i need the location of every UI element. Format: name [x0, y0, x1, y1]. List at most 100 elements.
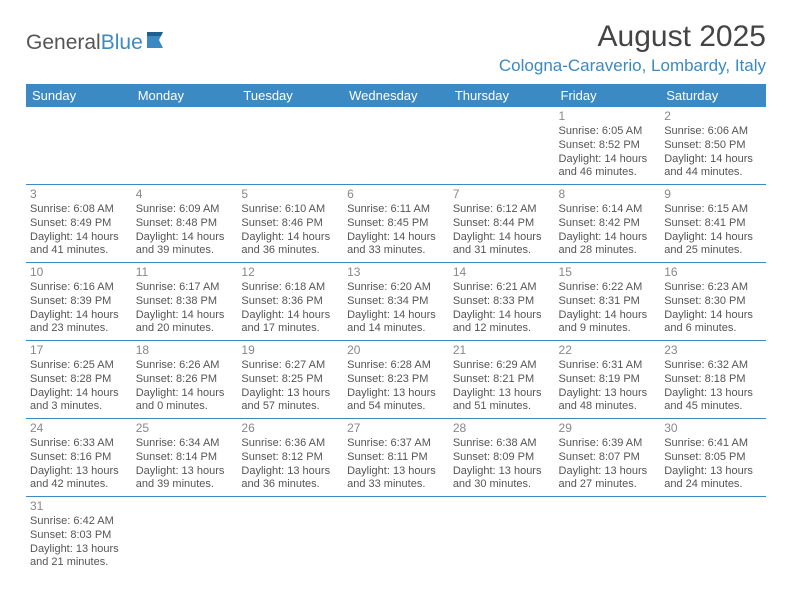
sunset-text: Sunset: 8:31 PM — [559, 295, 657, 309]
day-cell: 6Sunrise: 6:11 AMSunset: 8:45 PMDaylight… — [343, 185, 449, 263]
day-cell: 25Sunrise: 6:34 AMSunset: 8:14 PMDayligh… — [132, 419, 238, 497]
daylight-text: Daylight: 13 hours and 57 minutes. — [241, 387, 339, 415]
sunset-text: Sunset: 8:46 PM — [241, 217, 339, 231]
sunset-text: Sunset: 8:12 PM — [241, 451, 339, 465]
sunrise-text: Sunrise: 6:42 AM — [30, 515, 128, 529]
day-number: 28 — [453, 421, 551, 436]
calendar-row: 3Sunrise: 6:08 AMSunset: 8:49 PM Daylight… — [26, 185, 766, 263]
day-cell: 21Sunrise: 6:29 AMSunset: 8:21 PMDayligh… — [449, 341, 555, 419]
sunrise-text: Sunrise: 6:23 AM — [664, 281, 762, 295]
sunrise-text: Sunrise: 6:33 AM — [30, 437, 128, 451]
day-number: 29 — [559, 421, 657, 436]
col-tuesday: Tuesday — [237, 84, 343, 107]
day-cell: 1Sunrise: 6:05 AMSunset: 8:52 PMDaylight… — [555, 107, 661, 185]
day-number: 13 — [347, 265, 445, 280]
day-number: 21 — [453, 343, 551, 358]
sunrise-text: Sunrise: 6:05 AM — [559, 125, 657, 139]
calendar-row: 17Sunrise: 6:25 AMSunset: 8:28 PMDayligh… — [26, 341, 766, 419]
daylight-text: Daylight: 14 hours and 3 minutes. — [30, 387, 128, 415]
day-number: 8 — [559, 187, 657, 202]
day-cell: 5Sunrise: 6:10 AMSunset: 8:46 PMDaylight… — [237, 185, 343, 263]
sunrise-text: Sunrise: 6:12 AM — [453, 203, 551, 217]
daylight-text: Daylight: 14 hours and 44 minutes. — [664, 153, 762, 181]
daylight-text: Daylight: 14 hours and 39 minutes. — [136, 231, 234, 259]
calendar-row: 24Sunrise: 6:33 AMSunset: 8:16 PM Dayligh… — [26, 419, 766, 497]
daylight-text: Daylight: 13 hours and 54 minutes. — [347, 387, 445, 415]
day-number: 9 — [664, 187, 762, 202]
sunrise-text: Sunrise: 6:09 AM — [136, 203, 234, 217]
day-number: 25 — [136, 421, 234, 436]
daylight-text: Daylight: 14 hours and 33 minutes. — [347, 231, 445, 259]
day-number: 31 — [30, 499, 128, 514]
logo-text-2: Blue — [101, 31, 143, 55]
day-cell: 27Sunrise: 6:37 AMSunset: 8:11 PMDayligh… — [343, 419, 449, 497]
calendar-page: GeneralBlue August 2025 Cologna-Caraveri… — [0, 0, 792, 574]
day-cell: 8Sunrise: 6:14 AMSunset: 8:42 PMDaylight… — [555, 185, 661, 263]
day-number: 2 — [664, 109, 762, 124]
sunrise-text: Sunrise: 6:32 AM — [664, 359, 762, 373]
daylight-text: Daylight: 14 hours and 6 minutes. — [664, 309, 762, 337]
sunset-text: Sunset: 8:41 PM — [664, 217, 762, 231]
sunset-text: Sunset: 8:14 PM — [136, 451, 234, 465]
sunset-text: Sunset: 8:50 PM — [664, 139, 762, 153]
col-wednesday: Wednesday — [343, 84, 449, 107]
sunset-text: Sunset: 8:49 PM — [30, 217, 128, 231]
daylight-text: Daylight: 14 hours and 17 minutes. — [241, 309, 339, 337]
day-number: 30 — [664, 421, 762, 436]
sunset-text: Sunset: 8:11 PM — [347, 451, 445, 465]
sunset-text: Sunset: 8:28 PM — [30, 373, 128, 387]
day-cell: 19Sunrise: 6:27 AMSunset: 8:25 PMDayligh… — [237, 341, 343, 419]
day-number: 6 — [347, 187, 445, 202]
sunset-text: Sunset: 8:42 PM — [559, 217, 657, 231]
day-number: 27 — [347, 421, 445, 436]
day-cell: 7Sunrise: 6:12 AMSunset: 8:44 PMDaylight… — [449, 185, 555, 263]
day-cell — [449, 107, 555, 185]
sunrise-text: Sunrise: 6:26 AM — [136, 359, 234, 373]
logo-text-1: General — [26, 31, 101, 55]
sunrise-text: Sunrise: 6:29 AM — [453, 359, 551, 373]
sunset-text: Sunset: 8:25 PM — [241, 373, 339, 387]
day-cell: 10Sunrise: 6:16 AMSunset: 8:39 PMDayligh… — [26, 263, 132, 341]
day-number: 10 — [30, 265, 128, 280]
sunset-text: Sunset: 8:21 PM — [453, 373, 551, 387]
day-number: 4 — [136, 187, 234, 202]
day-cell: 16Sunrise: 6:23 AMSunset: 8:30 PMDayligh… — [660, 263, 766, 341]
day-cell: 12Sunrise: 6:18 AMSunset: 8:36 PMDayligh… — [237, 263, 343, 341]
day-cell: 23Sunrise: 6:32 AMSunset: 8:18 PMDayligh… — [660, 341, 766, 419]
sunset-text: Sunset: 8:23 PM — [347, 373, 445, 387]
day-number: 24 — [30, 421, 128, 436]
sunrise-text: Sunrise: 6:06 AM — [664, 125, 762, 139]
sunset-text: Sunset: 8:16 PM — [30, 451, 128, 465]
day-number: 12 — [241, 265, 339, 280]
day-number: 3 — [30, 187, 128, 202]
daylight-text: Daylight: 13 hours and 36 minutes. — [241, 465, 339, 493]
day-cell: 26Sunrise: 6:36 AMSunset: 8:12 PMDayligh… — [237, 419, 343, 497]
sunrise-text: Sunrise: 6:08 AM — [30, 203, 128, 217]
daylight-text: Daylight: 13 hours and 33 minutes. — [347, 465, 445, 493]
sunrise-text: Sunrise: 6:10 AM — [241, 203, 339, 217]
calendar-row: 10Sunrise: 6:16 AMSunset: 8:39 PMDayligh… — [26, 263, 766, 341]
sunrise-text: Sunrise: 6:18 AM — [241, 281, 339, 295]
sunrise-text: Sunrise: 6:15 AM — [664, 203, 762, 217]
daylight-text: Daylight: 13 hours and 48 minutes. — [559, 387, 657, 415]
sunrise-text: Sunrise: 6:41 AM — [664, 437, 762, 451]
day-cell: 17Sunrise: 6:25 AMSunset: 8:28 PMDayligh… — [26, 341, 132, 419]
day-number: 23 — [664, 343, 762, 358]
day-cell: 29Sunrise: 6:39 AMSunset: 8:07 PMDayligh… — [555, 419, 661, 497]
daylight-text: Daylight: 13 hours and 24 minutes. — [664, 465, 762, 493]
flag-icon — [147, 30, 173, 56]
daylight-text: Daylight: 13 hours and 51 minutes. — [453, 387, 551, 415]
day-cell — [237, 107, 343, 185]
sunrise-text: Sunrise: 6:22 AM — [559, 281, 657, 295]
day-cell: 2Sunrise: 6:06 AMSunset: 8:50 PMDaylight… — [660, 107, 766, 185]
day-cell: 11Sunrise: 6:17 AMSunset: 8:38 PMDayligh… — [132, 263, 238, 341]
calendar-table: Sunday Monday Tuesday Wednesday Thursday… — [26, 84, 766, 574]
day-cell — [132, 107, 238, 185]
sunrise-text: Sunrise: 6:31 AM — [559, 359, 657, 373]
sunrise-text: Sunrise: 6:14 AM — [559, 203, 657, 217]
sunset-text: Sunset: 8:38 PM — [136, 295, 234, 309]
sunset-text: Sunset: 8:34 PM — [347, 295, 445, 309]
sunset-text: Sunset: 8:30 PM — [664, 295, 762, 309]
day-cell — [237, 497, 343, 575]
sunset-text: Sunset: 8:19 PM — [559, 373, 657, 387]
